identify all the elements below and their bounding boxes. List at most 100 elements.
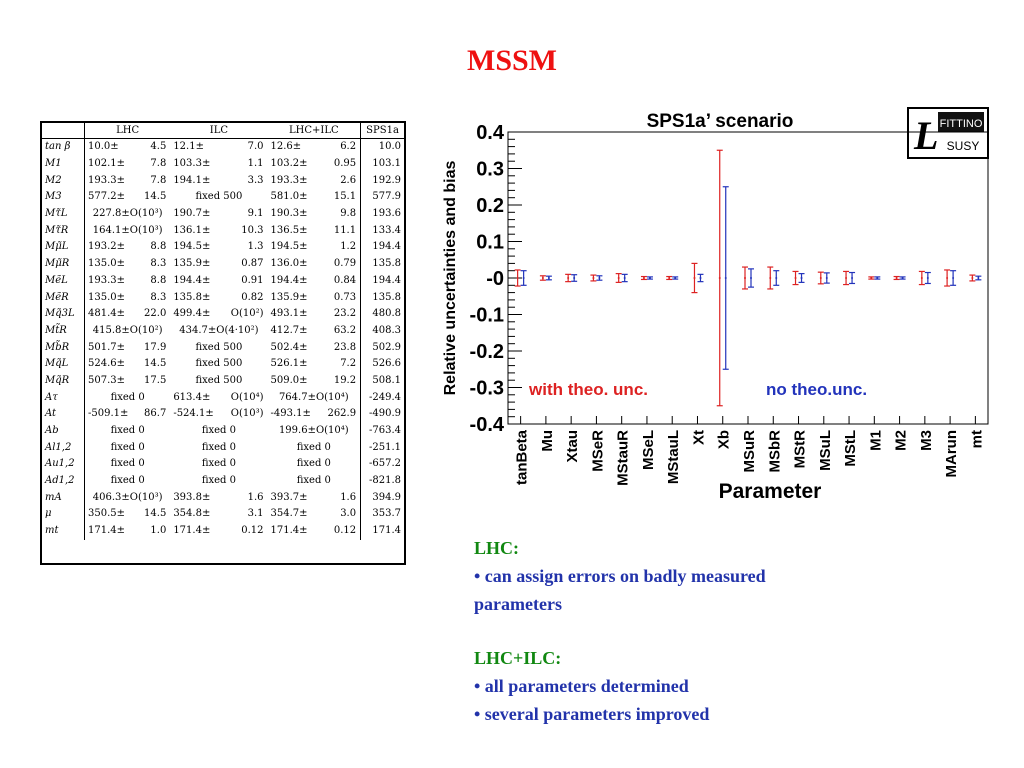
cell-sps1a: 502.9 bbox=[360, 339, 404, 356]
cell-comb: fixed 0 bbox=[296, 441, 331, 453]
x-tick-label: M1 bbox=[867, 430, 884, 451]
cell-ilc-value: 136.1± bbox=[173, 224, 211, 236]
x-tick-label: M3 bbox=[918, 430, 935, 451]
cell-ilc-error: 1.6 bbox=[247, 491, 264, 503]
cell-sps1a: -251.1 bbox=[360, 439, 404, 457]
data-point-1 bbox=[977, 277, 980, 279]
table-row: Aτ fixed 0 613.4± O(10⁴) 764.7±O(10⁴) -249.4 bbox=[42, 389, 404, 406]
cell-ilc-value: 135.9± bbox=[173, 258, 211, 270]
table-row: mt 171.4± 1.0 171.4± 0.12 171.4± 0.12 171.4 bbox=[42, 522, 404, 540]
cell-sps1a: -490.9 bbox=[360, 406, 404, 423]
cell-lhc-value: 501.7± bbox=[88, 341, 126, 353]
cell-lhc-value: 10.0± bbox=[88, 141, 119, 153]
data-point-1 bbox=[876, 277, 879, 279]
cell-sps1a: 135.8 bbox=[360, 289, 404, 306]
fittino-logo: L FITTINO SUSY bbox=[907, 107, 989, 159]
cell-param: MẽL bbox=[42, 272, 85, 290]
data-point-0 bbox=[592, 277, 595, 279]
cell-param: MẽR bbox=[42, 289, 85, 306]
legend-no-theo: no theo.unc. bbox=[766, 380, 867, 399]
table-row: Al1,2 fixed 0 fixed 0 fixed 0 -251.1 bbox=[42, 439, 404, 457]
cell-lhc-error: 14.5 bbox=[144, 508, 167, 520]
cell-lhc-error: 8.3 bbox=[150, 258, 167, 270]
cell-ilc-value: 103.3± bbox=[173, 158, 211, 170]
legend-with-theo: with theo. unc. bbox=[528, 380, 648, 399]
cell-param: μ bbox=[42, 506, 85, 523]
cell-param: Mq̃R bbox=[42, 372, 85, 390]
cell-ilc-value: 190.7± bbox=[173, 208, 211, 220]
cell-ilc: fixed 500 bbox=[195, 358, 243, 370]
x-tick-label: tanBeta bbox=[514, 429, 531, 485]
cell-comb-value: 502.4± bbox=[270, 341, 308, 353]
data-point-0 bbox=[642, 277, 645, 279]
data-point-0 bbox=[744, 277, 746, 279]
cell-sps1a: -657.2 bbox=[360, 456, 404, 473]
data-point-1 bbox=[851, 277, 854, 279]
data-point-0 bbox=[946, 277, 949, 279]
x-axis-label: Parameter bbox=[719, 480, 822, 503]
parameter-table: LHC ILC LHC+ILC SPS1a tan β 10.0± 4.5 12.1±… bbox=[40, 121, 406, 565]
y-tick-label: 0.1 bbox=[476, 232, 504, 254]
table-row: M2 193.3± 7.8 194.1± 3.3 193.3± 2.6 192.9 bbox=[42, 172, 404, 190]
cell-comb-error: 262.9 bbox=[327, 408, 357, 420]
cell-ilc: fixed 0 bbox=[201, 458, 236, 470]
cell-comb-value: 509.0± bbox=[270, 374, 308, 386]
x-tick-label: mt bbox=[968, 430, 985, 448]
y-tick-label: -0.1 bbox=[470, 305, 504, 327]
cell-comb-error: 23.2 bbox=[333, 308, 357, 320]
y-axis: 0.4 0.3 0.2 0.1 -0 -0.1 -0.2 -0.3 -0.4 bbox=[470, 122, 522, 436]
cell-sps1a: 194.4 bbox=[360, 239, 404, 256]
note-lhcilc-line-1: • all parameters determined bbox=[474, 676, 689, 696]
cell-ilc: fixed 500 bbox=[195, 191, 243, 203]
cell-ilc: fixed 0 bbox=[201, 475, 236, 487]
cell-lhc-value: 481.4± bbox=[88, 308, 126, 320]
cell-comb-value: 193.3± bbox=[270, 174, 308, 186]
y-tick-label: 0.4 bbox=[476, 122, 505, 144]
y-tick-label: -0.3 bbox=[470, 378, 504, 400]
data-point-0 bbox=[541, 277, 544, 279]
parameter-table-grid: LHC ILC LHC+ILC SPS1a tan β 10.0± 4.5 12.1±… bbox=[42, 123, 404, 540]
x-tick-label: MSeL bbox=[640, 430, 657, 470]
cell-comb-error: 0.12 bbox=[333, 525, 357, 537]
cell-sps1a: 171.4 bbox=[360, 522, 404, 540]
data-point-0 bbox=[895, 277, 898, 279]
data-point-0 bbox=[718, 277, 721, 279]
cell-lhc-error: 14.5 bbox=[144, 191, 167, 203]
cell-ilc-value: 354.8± bbox=[173, 508, 211, 520]
table-row: Mq̃3L 481.4± 22.0 499.4± O(10²) 493.1± 23.2 480… bbox=[42, 305, 404, 323]
table-row: Mτ̃L 227.8±O(10³) 190.7± 9.1 190.3± 9.8 193.6 bbox=[42, 205, 404, 223]
y-tick-label: -0.2 bbox=[470, 341, 504, 363]
cell-lhc-error: 22.0 bbox=[144, 308, 167, 320]
cell-comb-value: 581.0± bbox=[270, 191, 308, 203]
cell-comb: fixed 0 bbox=[296, 458, 331, 470]
cell-comb-value: 493.1± bbox=[270, 308, 308, 320]
data-point-0 bbox=[516, 277, 519, 279]
data-point-1 bbox=[674, 277, 677, 279]
cell-lhc-error: 8.3 bbox=[150, 291, 167, 303]
cell-lhc-value: 524.6± bbox=[88, 358, 126, 370]
cell-lhc-error: 17.9 bbox=[144, 341, 167, 353]
cell-comb-error: 7.2 bbox=[340, 358, 357, 370]
logo-letter-l: L bbox=[913, 113, 938, 158]
data-point-1 bbox=[901, 277, 904, 279]
logo-text-fittino: FITTINO bbox=[940, 118, 983, 130]
data-point-1 bbox=[522, 277, 525, 279]
y-tick-label: -0 bbox=[486, 268, 504, 290]
cell-comb-error: 15.1 bbox=[333, 191, 357, 203]
cell-lhc-value: 193.3± bbox=[88, 274, 126, 286]
cell-param: Mq̃3L bbox=[42, 305, 85, 323]
cell-lhc-error: 8.8 bbox=[150, 274, 167, 286]
data-point-1 bbox=[648, 277, 651, 279]
cell-param: Mτ̃R bbox=[42, 222, 85, 240]
y-tick-label: 0.3 bbox=[476, 159, 504, 181]
cell-comb: 764.7±O(10⁴) bbox=[278, 391, 349, 403]
cell-sps1a: 526.6 bbox=[360, 355, 404, 373]
data-point-1 bbox=[926, 277, 929, 279]
cell-lhc-value: 135.0± bbox=[88, 258, 126, 270]
cell-lhc-value: 171.4± bbox=[88, 525, 126, 537]
data-point-1 bbox=[800, 277, 803, 279]
table-row: Ab fixed 0 fixed 0 199.6±O(10⁴) -763.4 bbox=[42, 422, 404, 440]
header-lhc-ilc: LHC+ILC bbox=[267, 123, 361, 139]
cell-ilc-value: 171.4± bbox=[173, 525, 211, 537]
cell-sps1a: 192.9 bbox=[360, 172, 404, 190]
